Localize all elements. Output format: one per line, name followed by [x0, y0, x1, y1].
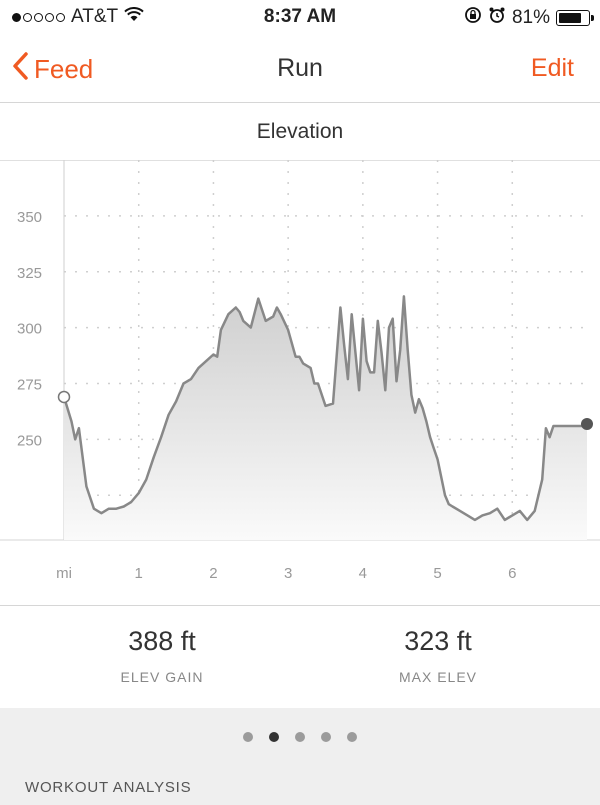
- y-tick-label: 250: [17, 432, 42, 449]
- page-indicator[interactable]: [0, 732, 600, 742]
- elevation-title: Elevation: [0, 102, 600, 161]
- x-tick-label: 3: [284, 565, 292, 582]
- x-tick-label: 4: [359, 565, 367, 582]
- page-dot[interactable]: [321, 732, 331, 742]
- status-left: AT&T: [12, 6, 144, 28]
- back-label: Feed: [34, 54, 94, 84]
- start-point-marker: [57, 390, 71, 404]
- battery-icon: [556, 10, 594, 26]
- max-elev-stat: 323 ft MAX ELEV: [288, 626, 588, 685]
- page-title: Run: [277, 54, 323, 82]
- back-button[interactable]: Feed: [12, 52, 93, 87]
- page-dot[interactable]: [269, 732, 279, 742]
- edit-button[interactable]: Edit: [530, 54, 574, 82]
- status-right: 81%: [464, 6, 594, 30]
- elevation-area: [64, 296, 587, 540]
- chevron-left-icon: [12, 52, 28, 87]
- page-dot[interactable]: [347, 732, 357, 742]
- max-elev-value: 323 ft: [404, 626, 472, 656]
- rotation-lock-icon: [464, 6, 482, 30]
- x-tick-label: 6: [508, 565, 516, 582]
- y-tick-label: 275: [17, 377, 42, 394]
- x-tick-label: 2: [209, 565, 217, 582]
- elev-gain-value: 388 ft: [128, 626, 196, 656]
- x-tick-label: 1: [135, 565, 143, 582]
- elev-gain-label: ELEV GAIN: [120, 669, 204, 685]
- end-point-marker: [581, 418, 593, 430]
- page-dot[interactable]: [243, 732, 253, 742]
- x-tick-label: 5: [433, 565, 441, 582]
- y-tick-label: 350: [17, 209, 42, 226]
- max-elev-label: MAX ELEV: [398, 669, 478, 685]
- footer-panel: WORKOUT ANALYSIS: [0, 708, 600, 805]
- y-tick-label: 300: [17, 321, 42, 338]
- battery-percent: 81%: [511, 7, 550, 28]
- alarm-icon: [488, 6, 506, 30]
- elevation-chart-svg: 250 275 300 325 350 mi 1 2 3 4 5 6: [0, 160, 600, 582]
- status-bar: AT&T 8:37 AM 81%: [0, 0, 600, 34]
- x-axis-unit-label: mi: [56, 565, 72, 582]
- elevation-line: [62, 295, 587, 522]
- elev-gain-stat: 388 ft ELEV GAIN: [12, 626, 312, 685]
- page-dot[interactable]: [295, 732, 305, 742]
- signal-icon: [12, 12, 65, 22]
- status-time: 8:37 AM: [263, 6, 337, 27]
- workout-analysis-heading: WORKOUT ANALYSIS: [25, 779, 192, 796]
- stats-row: 388 ft ELEV GAIN 323 ft MAX ELEV: [0, 606, 600, 708]
- y-tick-label: 325: [17, 265, 42, 282]
- elevation-chart[interactable]: 250 275 300 325 350 mi 1 2 3 4 5 6: [0, 160, 600, 606]
- nav-bar: Feed Run Edit: [0, 34, 600, 103]
- carrier-label: AT&T: [71, 6, 119, 27]
- wifi-icon: [124, 6, 144, 28]
